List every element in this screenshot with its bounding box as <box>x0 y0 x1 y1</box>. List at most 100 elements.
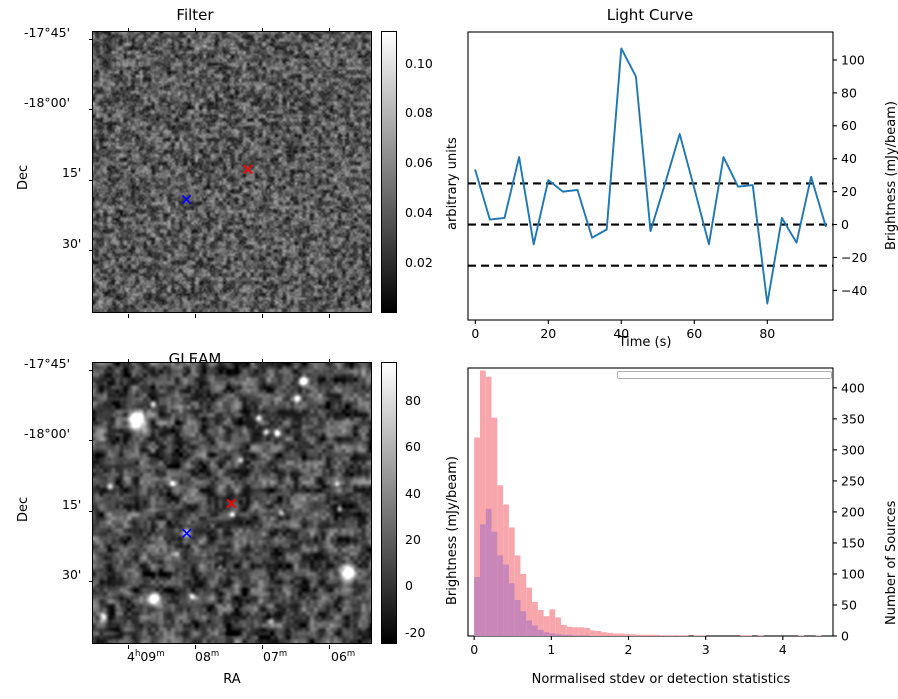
histogram-bar-overlap <box>497 555 504 636</box>
filter-ytick-3: 30' <box>62 236 82 251</box>
filter-colorbar <box>381 31 397 313</box>
histogram-series-residual <box>474 508 590 636</box>
histogram-bar <box>630 634 637 636</box>
gleam-xtick-2: 07m <box>263 649 288 665</box>
histogram-bar-overlap <box>479 524 486 636</box>
y-tick-label: −20 <box>841 250 867 265</box>
filter-sky-image <box>89 28 372 318</box>
x-tick-label: 0 <box>470 642 478 657</box>
histogram-bar <box>665 635 671 636</box>
known-source-marker <box>181 194 192 205</box>
histogram-bar-overlap <box>543 632 550 636</box>
y-tick-label: 200 <box>841 504 865 519</box>
gleam-xtick-1: 08m <box>195 649 220 665</box>
gleam-cbtick-1: 0 <box>405 578 413 593</box>
light-curve-xlabel: Time (s) <box>618 335 672 350</box>
y-tick-label: 250 <box>841 473 865 488</box>
gleam-xlabel: RA <box>223 672 241 687</box>
histogram-bar-overlap <box>503 564 509 636</box>
gleam-xtick-3: 06m <box>331 649 356 665</box>
axis-tick <box>89 581 93 583</box>
histogram-bar <box>595 631 602 636</box>
y-tick-label: 20 <box>841 184 857 199</box>
histogram-bar <box>589 630 596 636</box>
filter-cbtick-0: 0.02 <box>405 255 433 270</box>
axis-tick <box>261 359 263 363</box>
gleam-ytick-0: -17°45' <box>24 356 71 371</box>
filter-cbtick-2: 0.06 <box>405 155 433 170</box>
histogram-bar <box>613 633 619 636</box>
x-tick-label: 1 <box>547 642 555 657</box>
x-tick-label: 4 <box>779 642 787 657</box>
y-tick-label: 100 <box>841 566 865 581</box>
histogram-bar <box>659 635 666 636</box>
histogram-bar-overlap <box>549 633 556 636</box>
histogram-bar <box>798 635 805 636</box>
histogram-bar-overlap <box>555 634 561 636</box>
y-tick-label: 80 <box>841 85 857 100</box>
axis-tick <box>89 510 93 512</box>
filter-panel-title: Filter <box>176 6 214 24</box>
filter-ytick-0: -17°45' <box>24 25 71 40</box>
histogram-bar <box>815 635 822 636</box>
histogram-bar <box>607 632 614 636</box>
gleam-ytick-1: -18°00' <box>24 426 71 441</box>
histogram-bar-overlap <box>560 634 567 636</box>
histogram-bar-overlap <box>508 583 515 636</box>
axis-tick <box>89 109 93 111</box>
histogram-bar <box>757 635 764 636</box>
gleam-marker-layer <box>181 498 237 539</box>
axis-tick <box>194 314 196 318</box>
histogram-bar <box>670 635 677 636</box>
histogram-bar-overlap <box>532 625 538 636</box>
filter-cbtick-1: 0.04 <box>405 205 433 220</box>
x-tick-label: 2 <box>625 642 633 657</box>
histogram-series-detection <box>474 370 822 636</box>
filter-marker-layer <box>181 164 253 205</box>
histogram-bar <box>560 624 567 636</box>
axis-tick <box>127 359 129 363</box>
histogram-legend <box>617 371 832 379</box>
axis-tick <box>89 39 93 41</box>
light-curve-line <box>474 47 827 305</box>
gleam-xtick-0: 4h09m <box>127 649 165 665</box>
axis-tick <box>89 370 93 372</box>
filter-cbtick-3: 0.08 <box>405 105 433 120</box>
histogram-bar <box>537 609 544 636</box>
x-tick-label: 20 <box>540 326 556 341</box>
histogram-bar <box>746 635 752 636</box>
x-tick-label: 60 <box>686 326 702 341</box>
y-tick-label: 300 <box>841 442 865 457</box>
histogram-bar <box>647 634 654 636</box>
histogram-bar <box>514 555 521 636</box>
axis-tick <box>194 28 196 32</box>
axis-tick <box>329 314 331 318</box>
axis-tick <box>261 28 263 32</box>
gleam-ytick-2: 15' <box>62 497 82 512</box>
y-tick-label: 40 <box>841 151 857 166</box>
histogram-bar <box>624 634 631 636</box>
histogram-bar <box>508 527 515 636</box>
axis-tick <box>89 440 93 442</box>
filter-noise-canvas <box>93 32 371 312</box>
gleam-sky-image <box>89 359 372 649</box>
histogram-bar <box>485 376 492 636</box>
histogram-bar <box>520 573 527 636</box>
histogram-bar <box>479 370 486 636</box>
histogram-bar <box>584 627 590 636</box>
x-tick-label: 80 <box>759 326 775 341</box>
y-tick-label: 100 <box>841 52 865 67</box>
x-tick-label: 0 <box>471 326 479 341</box>
histogram-bar-overlap <box>491 531 498 636</box>
histogram-bar-overlap <box>520 611 527 636</box>
y-tick-label: 50 <box>841 597 857 612</box>
axis-tick <box>127 314 129 318</box>
axis-tick <box>127 645 129 649</box>
known-source-marker <box>181 528 192 539</box>
gleam-ytick-3: 30' <box>62 567 82 582</box>
histogram-bar <box>642 634 648 636</box>
filter-ytick-1: -18°00' <box>24 95 71 110</box>
y-tick-label: 350 <box>841 411 865 426</box>
histogram-bar <box>636 634 643 636</box>
histogram-bar-overlap <box>526 620 533 636</box>
